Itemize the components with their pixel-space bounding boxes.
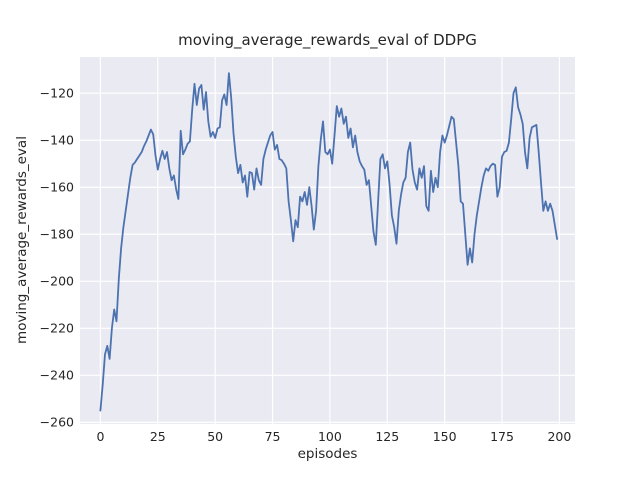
y-tick-label: −180 bbox=[39, 226, 74, 242]
chart-title: moving_average_rewards_eval of DDPG bbox=[178, 31, 477, 49]
y-tick-label: −140 bbox=[39, 132, 74, 148]
y-tick-label: −260 bbox=[39, 414, 74, 430]
x-axis-label: episodes bbox=[297, 446, 358, 462]
x-tick-label: 150 bbox=[432, 429, 457, 444]
x-tick-label: 75 bbox=[264, 429, 281, 444]
y-tick-label: −220 bbox=[39, 320, 74, 336]
y-tick-label: −240 bbox=[39, 367, 74, 383]
x-tick-label: 50 bbox=[207, 429, 224, 444]
y-tick-label: −200 bbox=[39, 273, 74, 289]
x-tick-label: 25 bbox=[149, 429, 166, 444]
plot-area bbox=[80, 57, 575, 424]
y-tick-label: −120 bbox=[39, 85, 74, 101]
data-line bbox=[99, 72, 558, 412]
x-tick-label: 0 bbox=[96, 429, 105, 444]
x-tick-label: 100 bbox=[317, 429, 342, 444]
x-tick-label: 175 bbox=[490, 429, 514, 444]
x-tick-label: 125 bbox=[375, 429, 400, 444]
y-tick-label: −160 bbox=[39, 179, 74, 195]
x-tick-label: 200 bbox=[547, 429, 572, 444]
